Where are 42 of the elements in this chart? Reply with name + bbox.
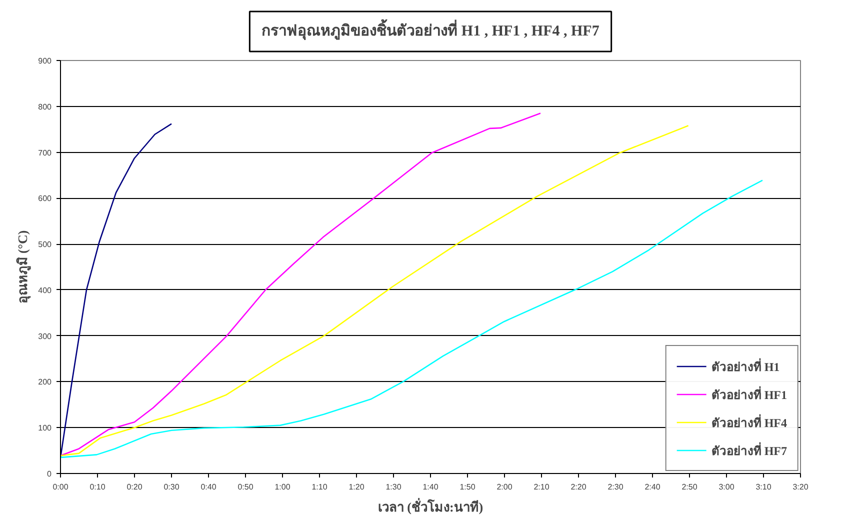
x-tick-label: 3:20 (792, 482, 809, 492)
legend-label: ตัวอย่างที่ HF1 (711, 385, 787, 404)
line-series (60, 112, 542, 456)
x-tick-label: 0:30 (164, 482, 180, 492)
y-tick-label: 600 (38, 194, 52, 204)
y-tick-label: 400 (38, 286, 52, 295)
x-tick-label: 1:30 (386, 482, 402, 492)
x-tick-label: 1:40 (422, 482, 439, 492)
line-series (60, 123, 172, 458)
y-tick-label: 900 (38, 56, 52, 66)
x-tick-label: 2:20 (570, 482, 587, 492)
y-tick-label: 300 (38, 332, 52, 341)
x-tick-label: 0:00 (52, 482, 69, 492)
line-series (60, 180, 764, 458)
x-tick-label: 1:10 (312, 482, 328, 492)
chart-title: กราฟอุณหภูมิของชิ้นตัวอย่างที่ H1 , HF1 , HF4 , HF7 (262, 18, 600, 40)
legend-label: ตัวอย่างที่ H1 (711, 357, 780, 376)
x-axis-title: เวลา (ชั่วโมง:นาที) (378, 498, 484, 514)
y-axis-title: อุณหภูมิ (°C) (15, 230, 32, 304)
x-tick-label: 1:50 (460, 482, 476, 492)
x-tick-label: 2:50 (682, 482, 698, 492)
y-tick-label: 700 (38, 148, 52, 158)
y-tick-label: 200 (38, 378, 52, 387)
y-tick-label: 800 (38, 102, 52, 112)
legend-label: ตัวอย่างที่ HF7 (711, 441, 787, 460)
x-tick-label: 3:00 (718, 482, 735, 492)
x-tick-label: 1:00 (274, 482, 291, 492)
x-tick-label: 0:50 (238, 482, 254, 492)
y-tick-label: 500 (38, 240, 52, 250)
y-tick-label: 100 (38, 424, 52, 433)
x-tick-label: 1:20 (348, 482, 365, 492)
x-tick-label: 0:10 (90, 482, 106, 492)
line-series (60, 125, 689, 456)
x-tick-label: 2:00 (496, 482, 513, 492)
y-tick-label: 0 (47, 470, 52, 478)
x-tick-label: 0:20 (126, 482, 143, 492)
legend-label: ตัวอย่างที่ HF4 (711, 413, 787, 432)
x-tick-label: 2:40 (644, 482, 661, 492)
x-tick-label: 2:30 (608, 482, 624, 492)
x-tick-label: 3:10 (756, 482, 772, 492)
x-tick-label: 2:10 (534, 482, 550, 492)
x-tick-label: 0:40 (200, 482, 217, 492)
